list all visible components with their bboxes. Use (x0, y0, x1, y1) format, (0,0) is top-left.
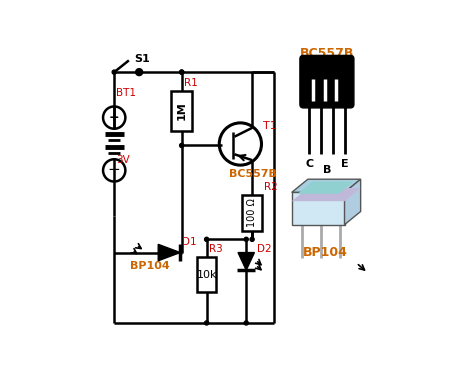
Text: S1: S1 (134, 54, 150, 64)
Text: R3: R3 (209, 244, 223, 254)
Circle shape (180, 70, 184, 74)
FancyBboxPatch shape (172, 91, 192, 131)
Text: 10k: 10k (197, 269, 217, 280)
Text: T1: T1 (263, 121, 277, 131)
Polygon shape (292, 179, 361, 192)
Text: C: C (305, 158, 313, 169)
Circle shape (244, 321, 248, 325)
Text: D1: D1 (182, 237, 197, 247)
Polygon shape (297, 182, 353, 194)
Text: BT1: BT1 (116, 88, 136, 98)
Circle shape (112, 70, 116, 74)
Polygon shape (238, 253, 255, 270)
Polygon shape (292, 188, 361, 201)
Circle shape (204, 321, 209, 325)
Circle shape (137, 70, 141, 74)
FancyBboxPatch shape (300, 55, 354, 108)
Text: BP104: BP104 (303, 246, 348, 259)
Polygon shape (345, 179, 361, 225)
Circle shape (250, 237, 254, 242)
Text: 100 Ω: 100 Ω (247, 199, 257, 227)
Polygon shape (158, 244, 180, 261)
Text: 1M: 1M (177, 102, 187, 120)
FancyBboxPatch shape (197, 257, 216, 292)
Polygon shape (292, 192, 345, 225)
Text: R1: R1 (184, 78, 198, 88)
Text: BP104: BP104 (129, 261, 169, 271)
FancyBboxPatch shape (242, 195, 262, 231)
Text: B: B (323, 165, 331, 174)
Circle shape (244, 237, 248, 242)
Text: −: − (108, 162, 121, 177)
Text: R2: R2 (264, 182, 278, 192)
Text: +: + (109, 111, 120, 124)
Circle shape (180, 70, 184, 74)
Circle shape (204, 237, 209, 242)
Text: BC557B: BC557B (228, 169, 277, 179)
Text: BC557B: BC557B (300, 46, 354, 59)
Circle shape (180, 143, 184, 147)
Text: E: E (340, 158, 348, 169)
Text: 3V: 3V (116, 155, 129, 165)
Text: D2: D2 (257, 244, 272, 254)
